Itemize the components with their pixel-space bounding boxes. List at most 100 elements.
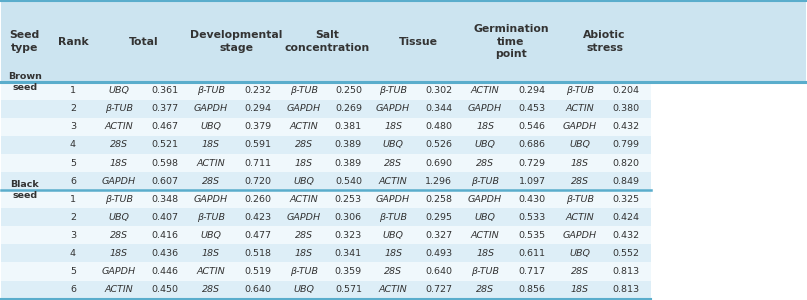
Text: β-TUB: β-TUB xyxy=(379,86,407,95)
Text: 0.820: 0.820 xyxy=(613,158,640,167)
Text: 0.518: 0.518 xyxy=(244,249,271,258)
Text: 28S: 28S xyxy=(110,231,128,240)
Text: Brown
seed: Brown seed xyxy=(8,72,42,92)
Text: UBQ: UBQ xyxy=(108,213,129,222)
Text: UBQ: UBQ xyxy=(383,231,404,240)
Text: 0.591: 0.591 xyxy=(244,140,271,149)
Text: 0.729: 0.729 xyxy=(519,158,546,167)
Text: 0.377: 0.377 xyxy=(151,104,178,113)
Bar xyxy=(2,100,651,118)
Bar xyxy=(2,226,651,244)
Text: GAPDH: GAPDH xyxy=(194,195,228,204)
Text: 0.269: 0.269 xyxy=(335,104,362,113)
Text: 18S: 18S xyxy=(384,122,402,131)
Text: 0.323: 0.323 xyxy=(335,231,362,240)
Text: 0.813: 0.813 xyxy=(613,285,640,294)
Text: 18S: 18S xyxy=(476,122,494,131)
Text: 1: 1 xyxy=(70,195,76,204)
Bar xyxy=(2,118,651,136)
Text: GAPDH: GAPDH xyxy=(376,104,410,113)
Text: 0.424: 0.424 xyxy=(613,213,640,222)
Text: 0.260: 0.260 xyxy=(244,195,271,204)
Text: 0.813: 0.813 xyxy=(613,267,640,276)
Text: 1.296: 1.296 xyxy=(425,177,453,186)
Text: Germination
time
point: Germination time point xyxy=(473,24,549,59)
Text: 0.453: 0.453 xyxy=(519,104,546,113)
Text: β-TUB: β-TUB xyxy=(471,267,499,276)
Text: 3: 3 xyxy=(70,231,76,240)
Text: 0.359: 0.359 xyxy=(335,267,362,276)
Text: 1.097: 1.097 xyxy=(519,177,546,186)
Text: GAPDH: GAPDH xyxy=(468,104,502,113)
Text: 5: 5 xyxy=(70,158,76,167)
Text: Salt
concentration: Salt concentration xyxy=(285,30,370,53)
Text: 0.407: 0.407 xyxy=(151,213,178,222)
Text: 0.250: 0.250 xyxy=(335,86,362,95)
Text: 0.204: 0.204 xyxy=(613,86,640,95)
Text: GAPDH: GAPDH xyxy=(102,267,136,276)
Text: UBQ: UBQ xyxy=(293,285,314,294)
Text: GAPDH: GAPDH xyxy=(286,104,321,113)
Text: UBQ: UBQ xyxy=(569,249,590,258)
Text: ACTIN: ACTIN xyxy=(470,86,500,95)
Text: 18S: 18S xyxy=(571,158,588,167)
Text: β-TUB: β-TUB xyxy=(471,177,499,186)
Text: 28S: 28S xyxy=(476,158,494,167)
Text: 0.450: 0.450 xyxy=(151,285,178,294)
Text: Rank: Rank xyxy=(57,37,88,46)
Text: 2: 2 xyxy=(70,104,76,113)
Text: β-TUB: β-TUB xyxy=(566,195,594,204)
Text: 0.611: 0.611 xyxy=(519,249,546,258)
Text: 28S: 28S xyxy=(110,140,128,149)
Text: ACTIN: ACTIN xyxy=(470,231,500,240)
Text: 28S: 28S xyxy=(571,267,588,276)
Text: β-TUB: β-TUB xyxy=(290,86,318,95)
Text: ACTIN: ACTIN xyxy=(565,104,594,113)
Text: UBQ: UBQ xyxy=(108,86,129,95)
Text: GAPDH: GAPDH xyxy=(562,122,596,131)
Bar xyxy=(2,172,651,190)
Text: 6: 6 xyxy=(70,285,76,294)
Text: UBQ: UBQ xyxy=(200,231,221,240)
Text: 18S: 18S xyxy=(202,140,220,149)
Text: ACTIN: ACTIN xyxy=(104,122,133,131)
Bar xyxy=(2,154,651,172)
Text: 0.686: 0.686 xyxy=(519,140,546,149)
Text: Developmental
stage: Developmental stage xyxy=(190,30,282,53)
Text: 0.416: 0.416 xyxy=(151,231,178,240)
Text: UBQ: UBQ xyxy=(383,140,404,149)
Text: 0.253: 0.253 xyxy=(335,195,362,204)
Text: 0.380: 0.380 xyxy=(613,104,640,113)
Text: UBQ: UBQ xyxy=(475,213,495,222)
Text: 6: 6 xyxy=(70,177,76,186)
Text: 28S: 28S xyxy=(384,267,402,276)
Text: 0.379: 0.379 xyxy=(244,122,271,131)
Text: 0.295: 0.295 xyxy=(425,213,453,222)
Text: 0.540: 0.540 xyxy=(335,177,362,186)
Text: 0.306: 0.306 xyxy=(335,213,362,222)
Bar xyxy=(2,244,651,262)
Text: 18S: 18S xyxy=(110,249,128,258)
Text: Tissue: Tissue xyxy=(399,37,437,46)
Text: 0.294: 0.294 xyxy=(244,104,271,113)
Text: 28S: 28S xyxy=(384,158,402,167)
Text: 0.432: 0.432 xyxy=(613,122,640,131)
Text: GAPDH: GAPDH xyxy=(102,177,136,186)
Text: ACTIN: ACTIN xyxy=(378,285,408,294)
Text: 0.446: 0.446 xyxy=(151,267,178,276)
Text: 28S: 28S xyxy=(571,177,588,186)
Text: 28S: 28S xyxy=(476,285,494,294)
Text: 0.258: 0.258 xyxy=(425,195,453,204)
Text: 0.526: 0.526 xyxy=(425,140,453,149)
Text: 18S: 18S xyxy=(571,285,588,294)
Text: 0.423: 0.423 xyxy=(244,213,271,222)
Text: UBQ: UBQ xyxy=(569,140,590,149)
Text: 4: 4 xyxy=(70,140,76,149)
Text: 0.571: 0.571 xyxy=(335,285,362,294)
Text: 0.430: 0.430 xyxy=(519,195,546,204)
Text: 0.598: 0.598 xyxy=(151,158,178,167)
Text: ACTIN: ACTIN xyxy=(197,158,225,167)
Text: β-TUB: β-TUB xyxy=(197,213,225,222)
Text: 18S: 18S xyxy=(384,249,402,258)
Text: 3: 3 xyxy=(70,122,76,131)
